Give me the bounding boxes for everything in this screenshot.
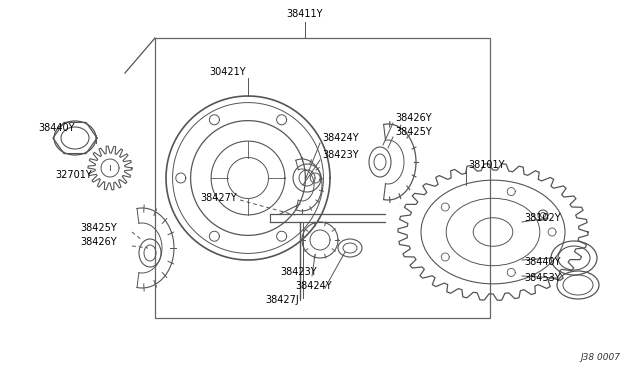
Text: 38425Y: 38425Y (395, 127, 432, 137)
Bar (155, 38, 490, 318)
Text: 38424Y: 38424Y (322, 133, 358, 143)
Text: 38101Y: 38101Y (468, 160, 504, 170)
Text: 38423Y: 38423Y (322, 150, 358, 160)
Text: 38427J: 38427J (265, 295, 299, 305)
Text: 32701Y: 32701Y (55, 170, 92, 180)
Text: 38440Y: 38440Y (524, 257, 561, 267)
Text: 30421Y: 30421Y (210, 67, 246, 77)
Text: 38440Y: 38440Y (38, 123, 74, 133)
Text: 38423Y: 38423Y (280, 267, 317, 277)
Text: 38411Y: 38411Y (287, 9, 323, 19)
Text: 38424Y: 38424Y (295, 281, 332, 291)
Text: 38425Y: 38425Y (80, 223, 116, 233)
Text: 38426Y: 38426Y (80, 237, 116, 247)
Text: 38426Y: 38426Y (395, 113, 431, 123)
Text: 38453Y: 38453Y (524, 273, 561, 283)
Text: 38102Y: 38102Y (524, 213, 561, 223)
Text: 38427Y: 38427Y (200, 193, 237, 203)
Text: J38 0007: J38 0007 (580, 353, 620, 362)
